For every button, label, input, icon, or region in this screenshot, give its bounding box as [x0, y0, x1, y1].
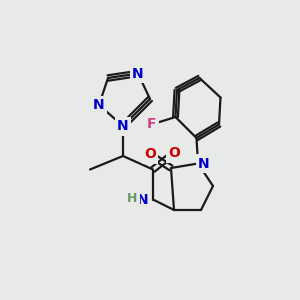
Text: N: N — [132, 67, 144, 80]
Text: O: O — [168, 146, 180, 160]
Text: N: N — [137, 193, 148, 206]
Text: H: H — [127, 191, 137, 205]
Text: N: N — [117, 119, 129, 133]
Text: N: N — [198, 157, 210, 170]
Text: N: N — [93, 98, 105, 112]
Text: O: O — [144, 148, 156, 161]
Text: F: F — [147, 118, 156, 131]
